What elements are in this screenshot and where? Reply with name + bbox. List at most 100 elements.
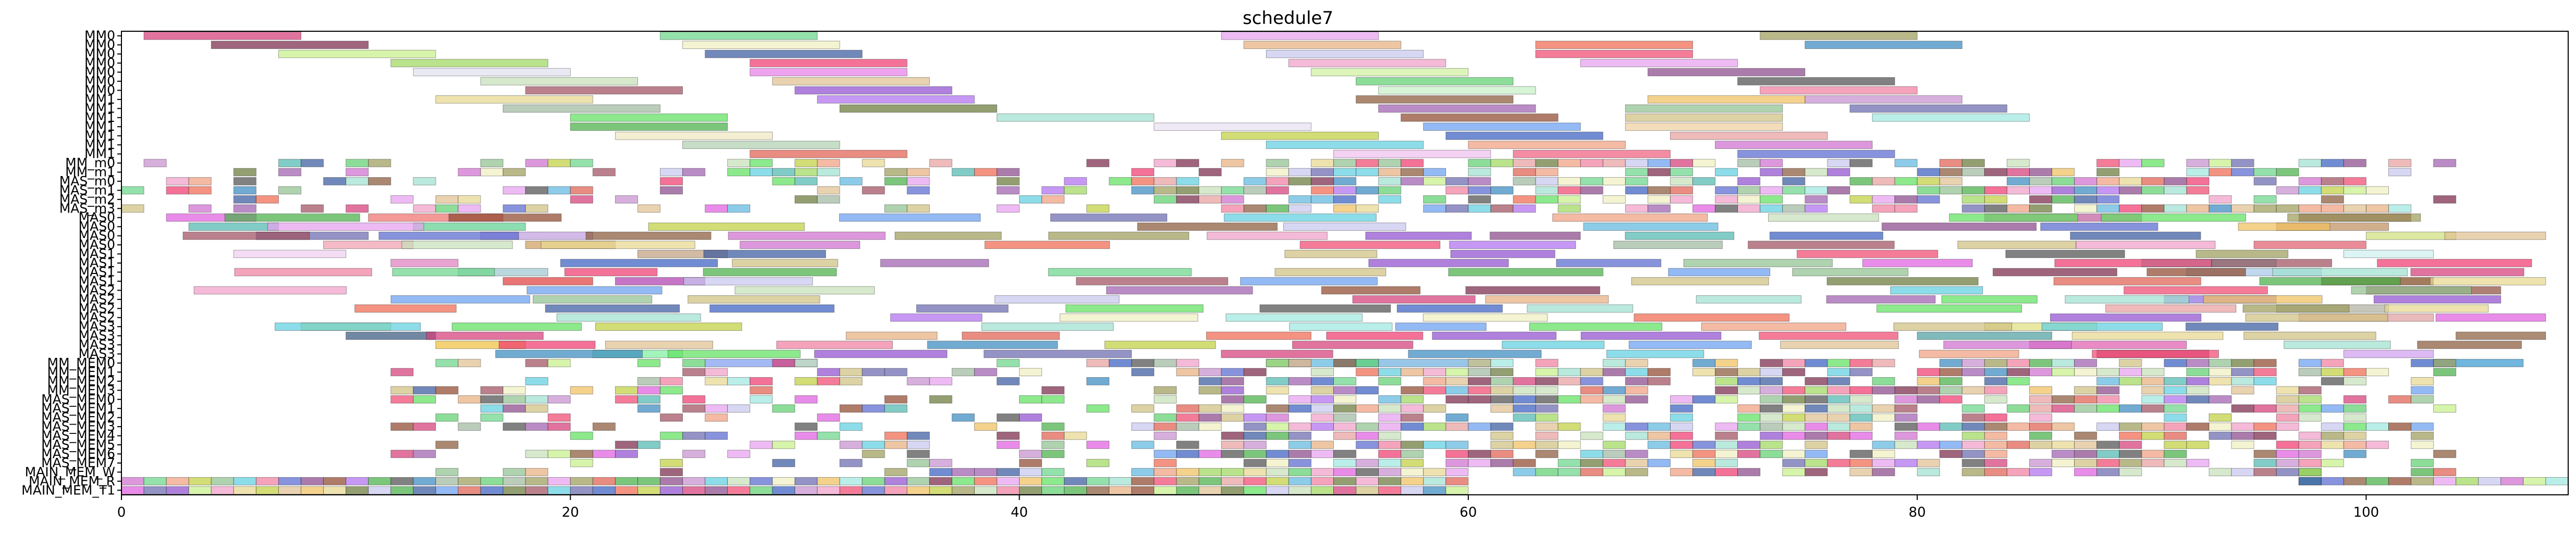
- task-bar: [1715, 195, 1738, 204]
- task-bar: [1625, 204, 1648, 213]
- task-bar: [929, 395, 952, 404]
- task-bar: [1827, 377, 1850, 385]
- task-bar: [188, 486, 212, 495]
- task-bar: [390, 259, 459, 267]
- task-bar: [2096, 450, 2120, 458]
- task-bar: [188, 222, 279, 231]
- task-bar: [1356, 95, 1514, 104]
- task-bar: [2006, 168, 2030, 177]
- task-bar: [2433, 404, 2457, 413]
- task-bar: [1917, 168, 1940, 177]
- task-bar: [323, 486, 347, 495]
- task-bar: [1401, 177, 1424, 185]
- task-bar: [2186, 359, 2210, 367]
- task-bar: [1894, 395, 1918, 404]
- task-bar: [2411, 377, 2434, 385]
- task-bar: [817, 377, 840, 385]
- task-bar: [1288, 377, 1311, 385]
- task-bar: [1198, 186, 1222, 195]
- task-bar: [2276, 459, 2299, 467]
- task-bar: [1557, 422, 1581, 431]
- task-bar: [1805, 468, 1828, 477]
- task-bar: [1769, 231, 1883, 240]
- task-bar: [1535, 177, 1559, 185]
- task-bar: [884, 468, 907, 477]
- task-bar: [458, 477, 481, 485]
- task-bar: [1782, 468, 1806, 477]
- task-bar: [1333, 450, 1357, 458]
- task-bar: [884, 404, 907, 413]
- task-bar: [480, 386, 504, 395]
- task-bar: [637, 395, 661, 404]
- task-bar: [880, 259, 989, 267]
- task-bar: [1737, 204, 1761, 213]
- task-bar: [1356, 477, 1379, 485]
- task-bar: [750, 149, 907, 158]
- task-bar: [166, 477, 189, 485]
- task-bar: [1333, 468, 1357, 477]
- task-bar: [1041, 431, 1065, 440]
- task-bar: [413, 450, 436, 458]
- task-bar: [2119, 431, 2142, 440]
- task-bar: [2276, 441, 2299, 449]
- task-bar: [2444, 231, 2546, 240]
- task-bar: [1715, 386, 1738, 395]
- task-bar: [705, 377, 728, 385]
- task-bar: [906, 377, 930, 385]
- task-bar: [1198, 404, 1222, 413]
- task-bar: [951, 168, 975, 177]
- task-bar: [1019, 468, 1042, 477]
- task-bar: [547, 359, 571, 367]
- task-bar: [1221, 413, 1244, 422]
- task-bar: [839, 477, 863, 485]
- task-bar: [1760, 31, 1918, 40]
- task-bar: [2343, 477, 2366, 485]
- task-bar: [1535, 441, 1559, 449]
- task-bar: [2029, 441, 2053, 449]
- task-bar: [1513, 149, 1671, 158]
- task-bar: [1737, 177, 1761, 185]
- task-bar: [1378, 468, 1402, 477]
- task-bar: [1154, 450, 1177, 458]
- task-bar: [2052, 195, 2075, 204]
- task-bar: [1631, 277, 1769, 285]
- task-bar: [1176, 441, 1199, 449]
- task-bar: [2029, 168, 2053, 177]
- task-bar: [974, 168, 998, 177]
- task-bar: [1019, 368, 1042, 377]
- task-bar: [1715, 186, 1738, 195]
- task-bar: [1356, 159, 1379, 167]
- task-bar: [1580, 395, 1603, 404]
- task-bar: [1086, 204, 1110, 213]
- task-bar: [2343, 159, 2366, 167]
- task-bar: [2298, 404, 2322, 413]
- task-bar: [1513, 395, 1536, 404]
- task-bar: [1266, 168, 1289, 177]
- task-bar: [1401, 113, 1559, 122]
- task-bar: [794, 86, 952, 95]
- task-bar: [615, 395, 638, 404]
- task-bar: [1939, 441, 1962, 449]
- task-bar: [794, 395, 818, 404]
- task-bar: [1602, 441, 1626, 449]
- task-bar: [1849, 177, 1873, 185]
- task-bar: [1176, 159, 1199, 167]
- y-tick-label: MAS3: [79, 337, 115, 352]
- task-bar: [1894, 422, 1918, 431]
- task-bar: [1862, 259, 1973, 267]
- task-bar: [1423, 368, 1446, 377]
- task-bar: [794, 168, 818, 177]
- task-bar: [2096, 186, 2120, 195]
- task-bar: [660, 486, 683, 495]
- task-bar: [1827, 359, 1850, 367]
- y-tick-label: MAIN_MEM_W: [25, 464, 115, 479]
- task-bar: [845, 331, 938, 340]
- task-bar: [2433, 368, 2457, 377]
- task-bar: [2186, 368, 2210, 377]
- task-bar: [1288, 450, 1311, 458]
- task-bar: [2029, 413, 2053, 422]
- task-bar: [2321, 477, 2344, 485]
- task-bar: [1266, 450, 1289, 458]
- task-bar: [705, 404, 728, 413]
- task-bar: [502, 277, 593, 285]
